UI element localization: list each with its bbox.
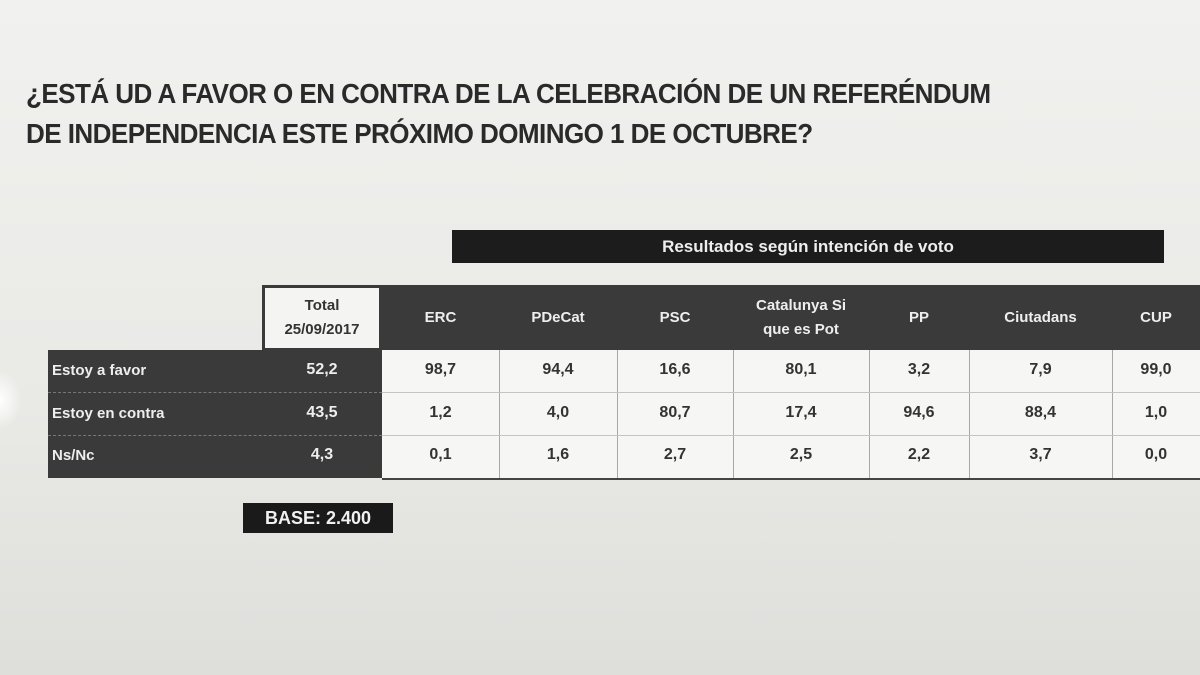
sample-base-badge: BASE: 2.400 — [243, 503, 393, 533]
screen-glare — [0, 370, 22, 430]
survey-question: ¿ESTÁ UD A FAVOR O EN CONTRA DE LA CELEB… — [26, 74, 1030, 154]
row-total-nsnc: 4,3 — [310, 446, 334, 463]
header-cup: CUP — [1140, 308, 1172, 326]
table-cell: 0,0 — [1144, 446, 1168, 463]
header-pdecat: PDeCat — [531, 308, 585, 326]
table-cell: 80,7 — [659, 404, 691, 421]
table-cell: 2,7 — [663, 446, 687, 463]
question-line-2: DE INDEPENDENCIA ESTE PRÓXIMO DOMINGO 1 … — [26, 118, 813, 149]
table-cell: 94,4 — [542, 361, 574, 378]
table-cell: 80,1 — [785, 361, 817, 378]
row-separator — [48, 392, 382, 394]
header-total: Total 25/09/2017 — [265, 288, 379, 348]
table-cell: 7,9 — [1029, 361, 1052, 378]
table-cell: 0,1 — [429, 446, 452, 463]
table-header-row — [262, 285, 1200, 350]
table-cell: 99,0 — [1140, 361, 1172, 378]
header-psc: PSC — [659, 308, 691, 326]
table-cell: 94,6 — [903, 404, 935, 421]
header-total-label: Total — [304, 297, 340, 314]
table-cell: 17,4 — [785, 404, 817, 421]
table-cell: 2,5 — [789, 446, 813, 463]
row-total-contra: 43,5 — [306, 404, 338, 421]
header-total-date: 25/09/2017 — [284, 321, 360, 338]
table-cell: 2,2 — [907, 446, 931, 463]
row-label-contra: Estoy en contra — [52, 405, 165, 422]
table-cell: 98,7 — [424, 361, 457, 378]
header-catalunya-si-que-es-pot: Catalunya Si que es Pot — [755, 296, 847, 338]
header-pp: PP — [908, 308, 929, 326]
table-cell: 1,2 — [429, 404, 452, 421]
row-separator — [48, 435, 382, 437]
table-cell: 3,7 — [1029, 446, 1052, 463]
question-line-1: ¿ESTÁ UD A FAVOR O EN CONTRA DE LA CELEB… — [26, 78, 991, 109]
table-cell: 16,6 — [659, 361, 691, 378]
row-labels-block: Estoy a favor 52,2 Estoy en contra 43,5 … — [48, 350, 382, 478]
values-grid: 98,7 94,4 16,6 80,1 3,2 7,9 99,0 1,2 4,0… — [382, 350, 1200, 480]
table-cell: 4,0 — [546, 404, 570, 421]
table-cell: 1,6 — [546, 446, 570, 463]
header-erc: ERC — [424, 308, 457, 326]
table-cell: 3,2 — [907, 361, 931, 378]
table-cell: 1,0 — [1144, 404, 1168, 421]
row-label-nsnc: Ns/Nc — [52, 447, 95, 464]
table-cell: 88,4 — [1024, 404, 1057, 421]
results-table: Total 25/09/2017 ERC PDeCat PSC Cataluny… — [48, 285, 1200, 480]
row-total-favor: 52,2 — [306, 361, 338, 378]
header-ciutadans: Ciutadans — [1004, 308, 1077, 326]
row-label-favor: Estoy a favor — [52, 362, 147, 379]
results-banner: Resultados según intención de voto — [452, 230, 1164, 263]
